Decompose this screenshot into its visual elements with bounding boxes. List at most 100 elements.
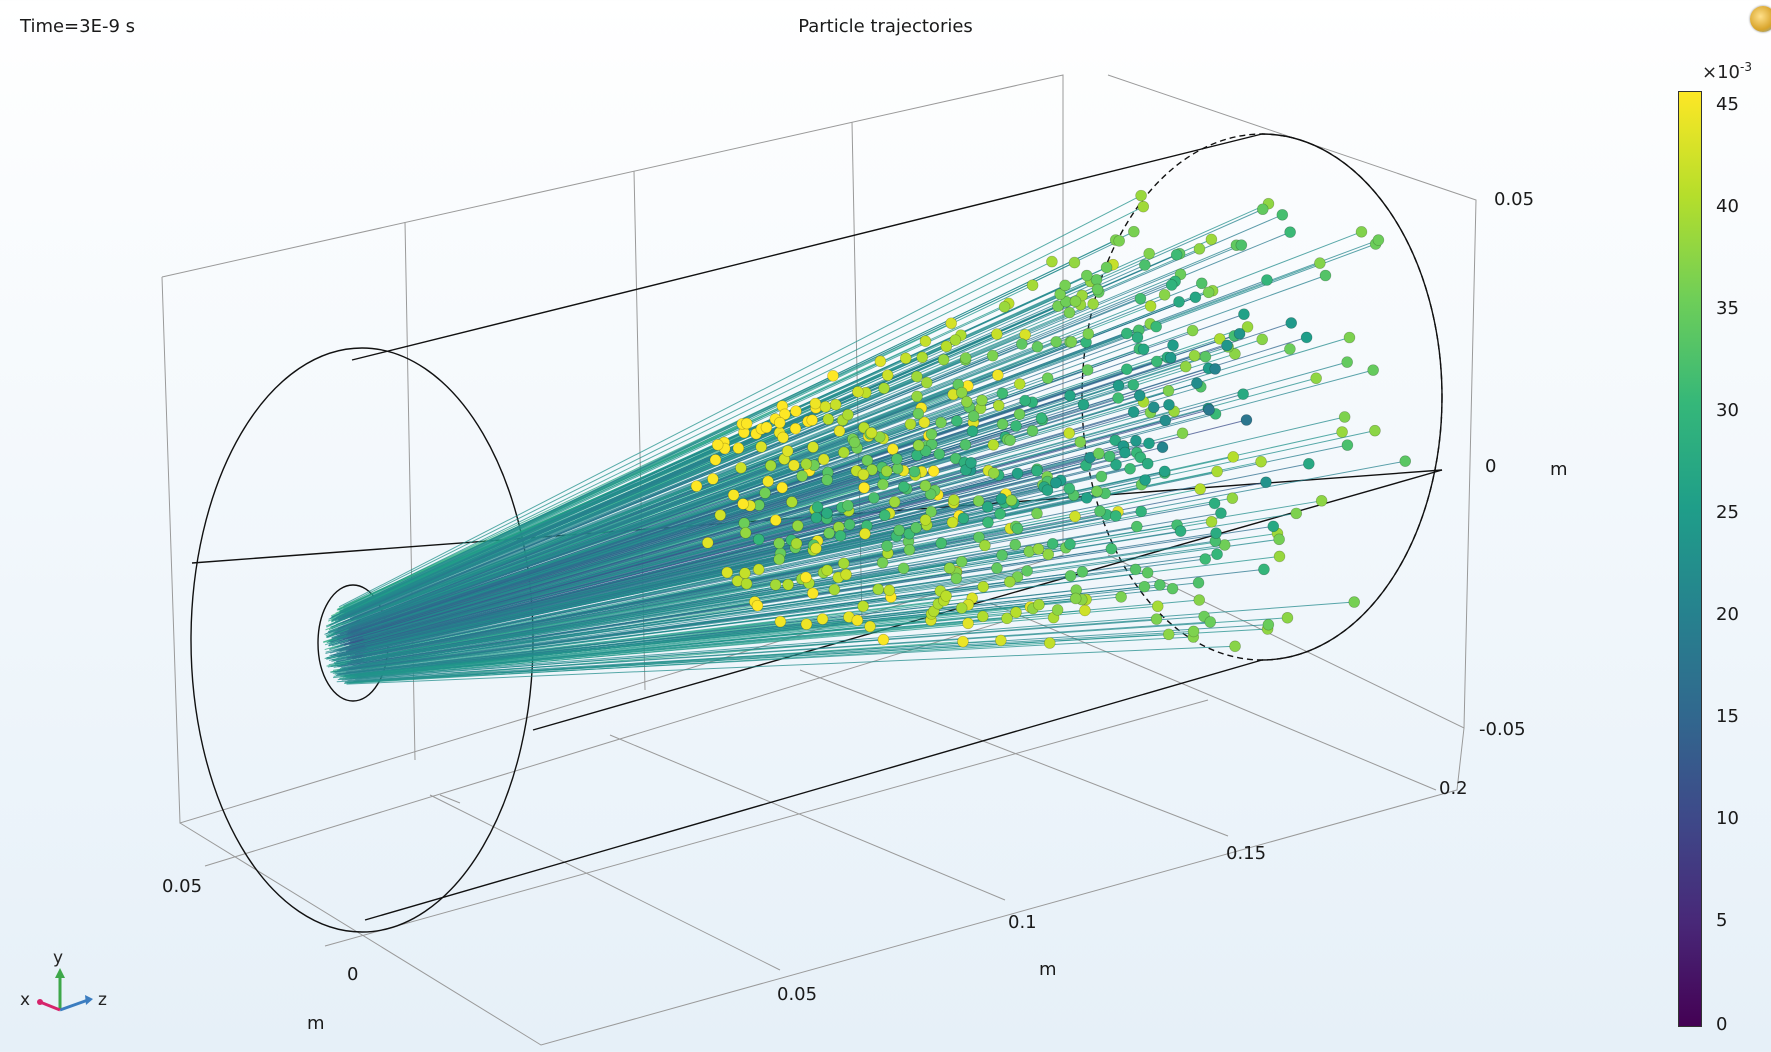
particle-marker [821,564,834,577]
particle-marker [987,439,1000,451]
particle-marker [966,425,979,437]
particle-marker [1276,209,1289,221]
particle-marker [1013,378,1026,390]
particle-marker [837,557,850,570]
particle-marker [738,517,750,530]
particle-marker [1095,470,1108,483]
particle-marker [1011,522,1024,535]
particle-marker [1090,273,1103,286]
depth-axis-tick: 0.05 [777,984,818,1005]
particle-marker [950,415,963,427]
particle-marker [1199,350,1212,363]
particle-marker [1343,331,1356,344]
particle-marker [1336,426,1348,438]
particle-marker [950,572,963,585]
particle-marker [992,399,1005,412]
particle-marker [1164,351,1177,364]
particle-marker [809,397,822,410]
particle-marker [904,418,917,430]
particle-marker [1005,494,1018,507]
particle-marker [1261,274,1273,286]
trajectory-line [362,338,1263,630]
particle-marker [840,568,852,581]
particle-marker [1141,566,1154,579]
particle-marker [1159,414,1172,427]
trajectory-line [337,306,1005,616]
trajectory-line [349,231,1291,619]
particle-marker [1158,465,1171,478]
trajectory-line [362,338,1220,627]
particle-marker [996,387,1009,400]
trajectory-line [355,605,1158,677]
particle-marker [1255,455,1267,468]
particle-marker [1229,348,1241,360]
particle-markers [690,189,1412,653]
particle-marker [1154,579,1166,591]
particle-marker [1341,439,1354,451]
trajectory-line [347,624,1269,682]
colorbar-tick: 0 [1716,1014,1728,1035]
particle-marker [919,335,932,347]
graphics-window-icon[interactable] [1750,6,1771,32]
particle-marker [865,427,878,439]
plot-title: Particle trajectories [798,16,973,37]
particle-marker [834,530,847,542]
particle-marker [1082,328,1095,340]
particle-marker [1093,447,1105,460]
particle-marker [943,562,956,574]
particle-marker [878,382,890,395]
trajectory-line [340,532,1217,667]
particle-marker [1064,570,1077,582]
trajectory-line [354,294,1165,618]
particle-marker [1192,576,1205,589]
colorbar-tick: 35 [1716,298,1739,319]
particle-marker [1109,510,1122,522]
trajectory-line [353,540,1216,666]
particle-marker [1054,288,1066,300]
colorbar [1678,91,1702,1027]
particle-marker [800,458,813,470]
particle-marker [1138,580,1151,593]
particle-marker [967,410,980,423]
particle-marker [782,578,794,591]
particle-marker [916,351,928,364]
particle-marker [935,537,948,549]
particle-marker [1193,243,1206,255]
particle-marker [1080,269,1093,282]
particle-marker [1158,289,1171,301]
particle-marker [1112,379,1125,392]
particle-marker [1135,505,1147,518]
particle-marker [1203,403,1215,416]
particle-marker [991,562,1003,574]
particle-marker [807,587,819,600]
particle-marker [1131,331,1144,344]
particle-marker [998,301,1011,313]
particle-marker [1031,507,1043,520]
particle-marker [1162,628,1175,641]
particle-marker [1187,625,1200,638]
particle-marker [1310,372,1322,385]
triad-x-label: x [20,990,31,1010]
colorbar-tick: 25 [1716,502,1739,523]
particle-marker [1103,450,1116,463]
particle-marker [1109,434,1122,447]
particle-marker [851,614,864,627]
particle-marker [711,439,724,451]
particle-marker [769,578,782,591]
particle-marker [977,580,990,593]
particle-marker [852,386,864,398]
particle-marker [861,454,874,467]
particle-marker [920,376,933,389]
particle-marker [848,436,861,449]
particle-marker [1210,527,1222,539]
particle-marker [1069,510,1081,523]
particle-marker [1166,582,1179,595]
particle-marker [1211,465,1223,478]
particle-marker [955,555,968,568]
trajectory-line [353,628,1268,682]
particle-marker [881,540,893,552]
trajectory-line [325,472,994,653]
particle-marker [935,416,947,429]
particle-marker [1186,324,1199,337]
